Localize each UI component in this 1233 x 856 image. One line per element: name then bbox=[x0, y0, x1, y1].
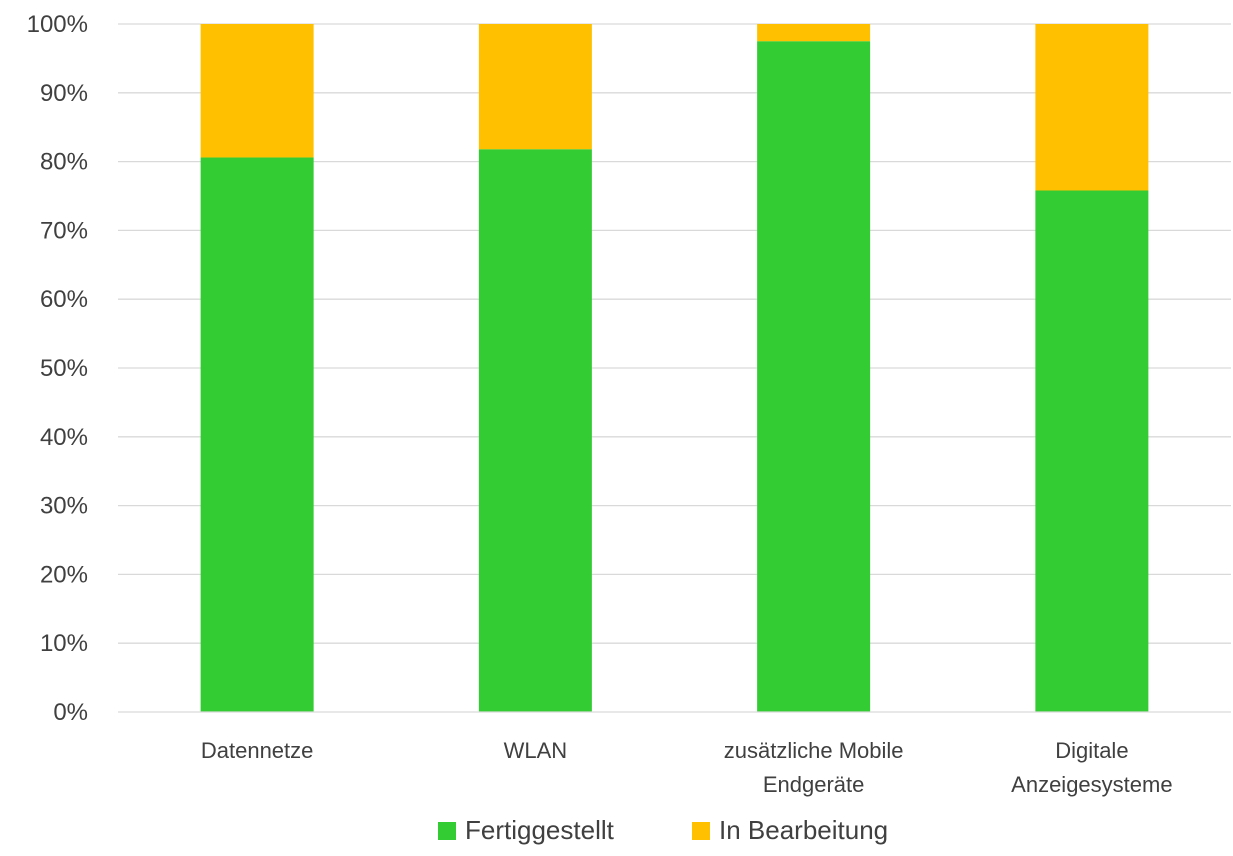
x-category-label: Anzeigesysteme bbox=[1011, 772, 1172, 797]
y-tick-label: 70% bbox=[40, 217, 88, 244]
legend-swatch bbox=[692, 822, 710, 840]
bar-in-bearbeitung bbox=[757, 24, 871, 42]
bar-in-bearbeitung bbox=[200, 24, 314, 158]
y-tick-label: 10% bbox=[40, 630, 88, 657]
bar-fertiggestellt bbox=[478, 149, 592, 712]
y-tick-label: 80% bbox=[40, 149, 88, 176]
y-tick-label: 50% bbox=[40, 355, 88, 382]
legend-label: In Bearbeitung bbox=[719, 815, 888, 845]
y-axis-tick-labels: 0% 10% 20% 30% 40% 50% 60% 70% 80% 90% 100% bbox=[27, 11, 88, 726]
y-tick-label: 0% bbox=[53, 699, 88, 726]
x-category-label: Datennetze bbox=[201, 738, 314, 763]
y-tick-label: 30% bbox=[40, 493, 88, 520]
x-category-label: Digitale bbox=[1055, 738, 1128, 763]
bar-in-bearbeitung bbox=[1035, 24, 1149, 191]
x-category-label: zusätzliche Mobile bbox=[724, 738, 904, 763]
legend: Fertiggestellt In Bearbeitung bbox=[438, 815, 888, 845]
bar-fertiggestellt bbox=[1035, 190, 1149, 713]
x-axis-category-labels: Datennetze WLAN zusätzliche Mobile Endgerät… bbox=[201, 738, 1173, 797]
y-tick-label: 90% bbox=[40, 80, 88, 107]
y-tick-label: 40% bbox=[40, 424, 88, 451]
x-category-label: Endgeräte bbox=[763, 772, 865, 797]
bar-in-bearbeitung bbox=[478, 24, 592, 150]
y-tick-label: 100% bbox=[27, 11, 88, 38]
bars bbox=[200, 24, 1149, 713]
bar-fertiggestellt bbox=[757, 41, 871, 712]
y-tick-label: 60% bbox=[40, 286, 88, 313]
y-tick-label: 20% bbox=[40, 561, 88, 588]
legend-swatch bbox=[438, 822, 456, 840]
bar-fertiggestellt bbox=[200, 157, 314, 713]
x-category-label: WLAN bbox=[504, 738, 568, 763]
legend-label: Fertiggestellt bbox=[465, 815, 615, 845]
